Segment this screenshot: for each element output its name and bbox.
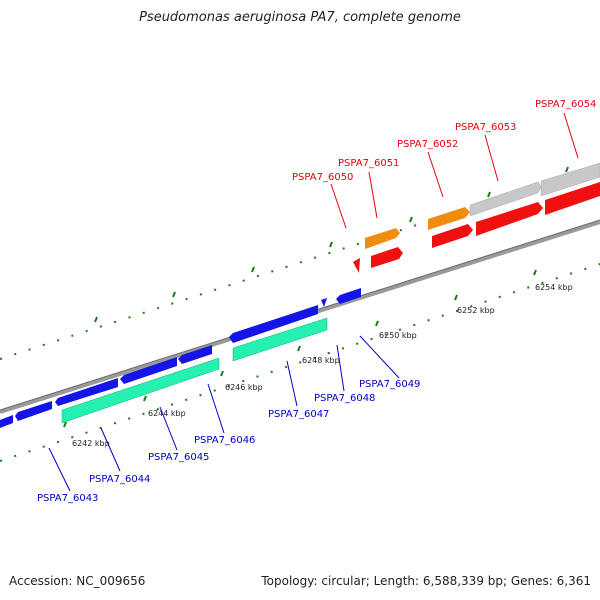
leader-line bbox=[484, 134, 499, 182]
leader-line bbox=[368, 171, 378, 219]
major-tick bbox=[172, 291, 176, 298]
gene-block[interactable] bbox=[120, 357, 177, 384]
inner-tick-ring bbox=[0, 263, 600, 462]
tick-label: 6248 kbp bbox=[302, 356, 340, 365]
tick-label: 6242 kbp bbox=[72, 439, 110, 448]
leader-line bbox=[359, 335, 400, 379]
reverse-strand-green-genes bbox=[61, 317, 328, 424]
major-ticks bbox=[63, 166, 569, 428]
gene-block[interactable] bbox=[229, 305, 318, 343]
major-tick bbox=[251, 266, 255, 273]
gene-block[interactable] bbox=[0, 415, 13, 428]
gene-block[interactable] bbox=[321, 298, 327, 307]
leader-line bbox=[336, 344, 345, 392]
leader-line bbox=[563, 112, 579, 159]
gene-block[interactable] bbox=[428, 207, 470, 230]
tick-label: 6244 kbp bbox=[148, 409, 186, 418]
gene-label[interactable]: PSPA7_6050 bbox=[292, 172, 353, 183]
gene-block[interactable] bbox=[232, 317, 328, 362]
gene-block[interactable] bbox=[336, 288, 361, 304]
forward-strand-orange-genes bbox=[365, 207, 470, 249]
tick-label: 6252 kbp bbox=[457, 306, 495, 315]
leader-line bbox=[286, 360, 298, 407]
major-tick bbox=[565, 166, 569, 173]
reverse-label-leaders bbox=[48, 335, 400, 492]
major-tick bbox=[220, 370, 224, 377]
leader-line bbox=[330, 183, 347, 229]
forward-strand-red-genes bbox=[353, 182, 600, 273]
gene-label[interactable]: PSPA7_6043 bbox=[37, 493, 98, 504]
major-tick bbox=[63, 421, 67, 428]
major-tick bbox=[409, 216, 413, 223]
gene-block[interactable] bbox=[540, 162, 600, 197]
tick-label: 6254 kbp bbox=[535, 283, 573, 292]
gene-label[interactable]: PSPA7_6046 bbox=[194, 435, 255, 446]
leader-line bbox=[48, 447, 71, 492]
gene-block[interactable] bbox=[371, 247, 403, 268]
map-title: Pseudomonas aeruginosa PA7, complete gen… bbox=[139, 10, 461, 25]
gene-label[interactable]: PSPA7_6047 bbox=[268, 409, 329, 420]
major-tick bbox=[487, 191, 491, 198]
accession-text: Accession: NC_009656 bbox=[9, 574, 146, 588]
gene-block[interactable] bbox=[178, 345, 212, 364]
gene-label[interactable]: PSPA7_6053 bbox=[455, 122, 516, 133]
major-tick bbox=[329, 241, 333, 248]
gene-block[interactable] bbox=[353, 258, 360, 273]
forward-gene-labels: PSPA7_6050 PSPA7_6051 PSPA7_6052 PSPA7_6… bbox=[292, 99, 596, 183]
gene-block[interactable] bbox=[545, 182, 600, 215]
gene-label[interactable]: PSPA7_6054 bbox=[535, 99, 596, 110]
gene-block[interactable] bbox=[432, 224, 473, 248]
gene-label[interactable]: PSPA7_6048 bbox=[314, 393, 375, 404]
gene-block[interactable] bbox=[61, 357, 220, 424]
major-tick bbox=[375, 320, 379, 327]
gene-block[interactable] bbox=[476, 202, 543, 236]
major-tick bbox=[143, 395, 147, 402]
major-tick bbox=[454, 294, 458, 301]
leader-line bbox=[159, 406, 178, 451]
tick-labels: 6242 kbp 6244 kbp 6246 kbp 6248 kbp 6250… bbox=[72, 283, 573, 448]
major-tick bbox=[94, 316, 98, 323]
gene-block[interactable] bbox=[15, 401, 52, 421]
genome-stats-text: Topology: circular; Length: 6,588,339 bp… bbox=[261, 574, 591, 588]
major-tick bbox=[533, 269, 537, 276]
leader-line bbox=[207, 383, 225, 434]
reverse-gene-labels: PSPA7_6043 PSPA7_6044 PSPA7_6045 PSPA7_6… bbox=[37, 379, 420, 504]
tick-label: 6246 kbp bbox=[225, 383, 263, 392]
gene-label[interactable]: PSPA7_6051 bbox=[338, 158, 399, 169]
gene-block[interactable] bbox=[469, 181, 542, 217]
forward-strand-grey-genes bbox=[469, 162, 600, 217]
gene-label[interactable]: PSPA7_6052 bbox=[397, 139, 458, 150]
gene-label[interactable]: PSPA7_6044 bbox=[89, 474, 150, 485]
reverse-strand-blue-genes bbox=[0, 288, 361, 428]
gene-block[interactable] bbox=[365, 228, 400, 249]
gene-label[interactable]: PSPA7_6049 bbox=[359, 379, 420, 390]
forward-label-leaders bbox=[330, 112, 579, 229]
major-tick bbox=[297, 345, 301, 352]
gene-label[interactable]: PSPA7_6045 bbox=[148, 452, 209, 463]
leader-line bbox=[427, 151, 444, 198]
gene-block[interactable] bbox=[55, 378, 118, 406]
leader-line bbox=[100, 427, 121, 472]
tick-label: 6250 kbp bbox=[379, 331, 417, 340]
